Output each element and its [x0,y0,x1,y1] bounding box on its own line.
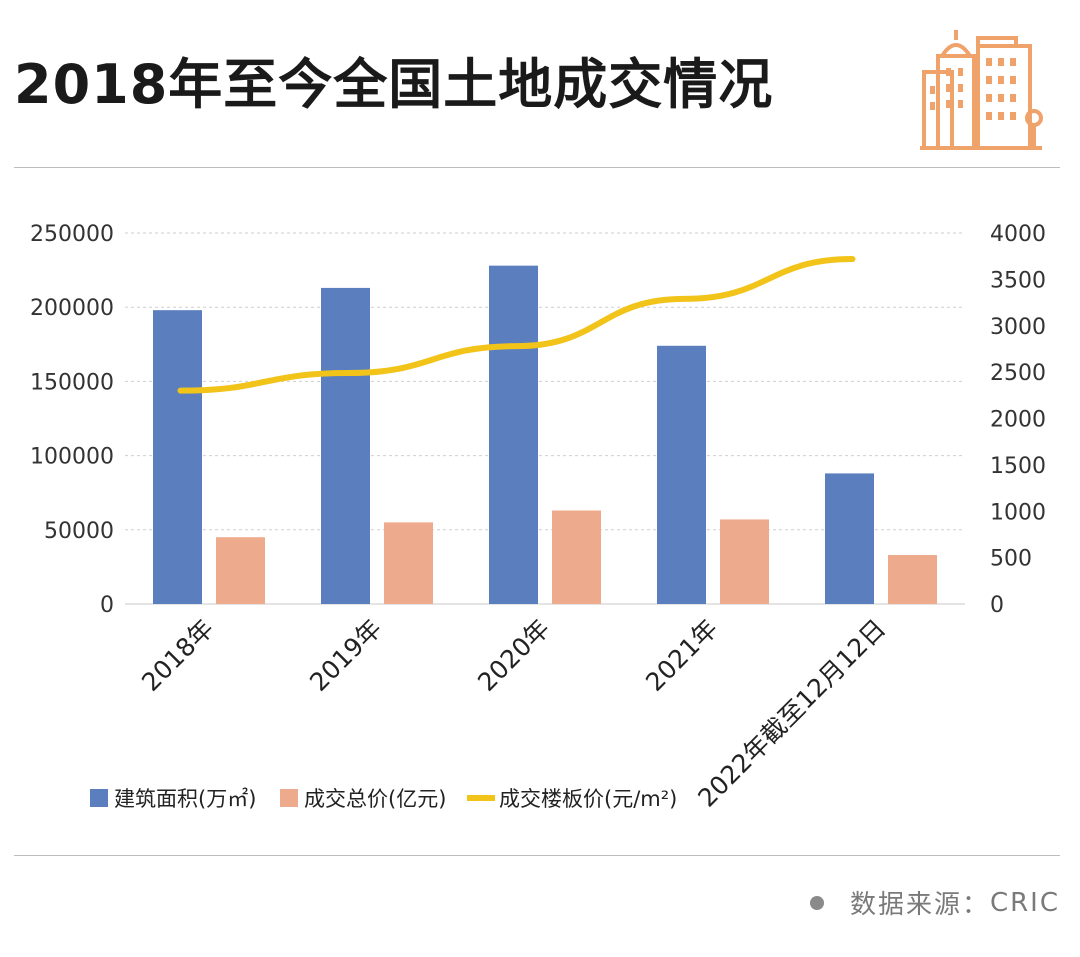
y-right-tick-label: 1000 [990,500,1046,525]
y-left-tick-label: 150000 [30,370,114,395]
bar-total-price-5 [888,555,937,604]
y-right-tick-label: 2500 [990,361,1046,386]
bar-total-price-4 [720,519,769,604]
legend-area-label: 建筑面积(万㎡) [114,787,256,811]
building-icon [920,30,1043,150]
x-category-label: 2018年 [136,614,219,697]
y-left-tick-label: 0 [100,593,114,618]
y-right-tick-label: 4000 [990,222,1046,247]
bottom-divider [14,855,1060,856]
bar-area-4 [657,345,706,604]
y-left-tick-label: 50000 [44,519,114,544]
bar-total-price-3 [552,510,601,604]
bullet-dot-icon [809,895,824,910]
y-left-tick-label: 100000 [30,445,114,470]
bar-area-1 [153,310,202,604]
footer: 数据来源： CRIC [809,884,1060,921]
bar-total-price-2 [384,522,433,604]
source-value: CRIC [989,887,1060,918]
chart: 0 50000 100000 150000 200000 250000 0 500 1000 15… [30,222,1046,813]
x-category-label: 2019年 [304,614,387,697]
legend-total-price-label: 成交总价(亿元) [304,787,446,811]
y-right-tick-label: 500 [990,547,1032,572]
top-divider [14,167,1060,168]
y-right-tick-label: 3000 [990,315,1046,340]
bar-total-price-1 [216,537,265,604]
y-right-tick-label: 1500 [990,454,1046,479]
y-left-tick-label: 200000 [30,296,114,321]
legend-area-swatch [90,789,108,807]
legend-total-price-swatch [280,789,298,807]
source-label: 数据来源： [849,890,990,920]
x-category-label: 2020年 [472,614,555,697]
y-left-tick-label: 250000 [30,222,114,247]
bar-area-2 [321,287,370,604]
bar-area-5 [825,473,874,604]
x-category-label: 2021年 [640,614,723,697]
y-right-tick-label: 0 [990,593,1004,618]
page-title: 2018年至今全国土地成交情况 [14,53,774,116]
x-category-label: 2022年截至12月12日 [692,614,891,813]
line-floor-price [177,255,856,394]
legend-floor-price-label: 成交楼板价(元/m²) [499,787,677,811]
y-right-tick-label: 2000 [990,408,1046,433]
y-right-tick-label: 3500 [990,268,1046,293]
bar-area-3 [489,265,538,604]
